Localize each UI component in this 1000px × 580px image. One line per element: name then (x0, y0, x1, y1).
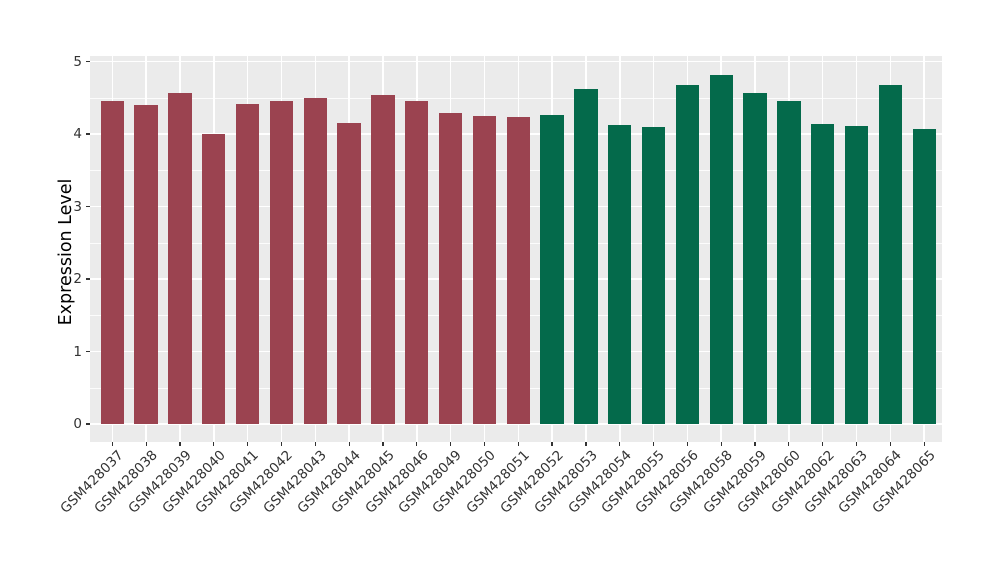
x-tick (179, 442, 181, 446)
x-tick (483, 442, 486, 446)
y-tick (86, 60, 90, 63)
x-tick (314, 442, 316, 446)
x-tick (585, 442, 587, 446)
y-tick-label: 4 (73, 126, 82, 142)
x-tick (822, 442, 824, 446)
bar (844, 126, 869, 424)
x-tick (382, 442, 384, 446)
plot-panel (90, 56, 942, 442)
h-gridline-major (90, 60, 942, 63)
y-tick-label: 5 (73, 53, 82, 70)
bar (675, 85, 700, 424)
x-tick (788, 442, 790, 446)
bar (641, 127, 666, 424)
x-tick (652, 442, 655, 446)
x-tick (450, 442, 452, 446)
x-tick (145, 442, 147, 446)
bar (472, 115, 497, 424)
bar (709, 74, 733, 424)
x-tick (923, 442, 925, 446)
bar (100, 100, 124, 424)
bar (811, 123, 835, 424)
x-tick (889, 442, 891, 446)
x-tick (855, 442, 858, 446)
bar (202, 134, 226, 424)
bar (168, 93, 192, 424)
bar (743, 92, 767, 424)
y-tick-label: 1 (73, 343, 82, 360)
h-gridline-minor (90, 97, 942, 99)
bar (777, 101, 801, 424)
y-tick (86, 423, 90, 425)
bar (337, 123, 361, 424)
y-tick-label: 2 (73, 271, 82, 287)
bar (438, 112, 463, 424)
x-tick (111, 442, 113, 446)
x-tick (416, 442, 418, 446)
y-tick (86, 278, 90, 280)
bar (912, 128, 936, 424)
y-tick-label: 3 (73, 198, 82, 215)
x-tick (754, 442, 756, 446)
bar (371, 94, 395, 424)
bar (405, 100, 429, 424)
bar (134, 105, 158, 424)
bar (269, 101, 294, 424)
x-tick (247, 442, 249, 446)
x-tick (280, 442, 283, 446)
x-tick (720, 442, 722, 446)
bar (506, 116, 530, 424)
bar (574, 89, 598, 424)
h-gridline-major (90, 423, 942, 425)
bar (235, 104, 260, 424)
x-tick (213, 442, 215, 446)
x-tick (517, 442, 519, 446)
x-tick (686, 442, 688, 446)
y-tick (86, 350, 90, 353)
bar (878, 85, 903, 424)
x-tick (619, 442, 621, 446)
y-tick (86, 205, 90, 208)
y-tick-label: 0 (73, 416, 82, 432)
x-tick (551, 442, 553, 446)
bar (540, 115, 564, 424)
x-tick (348, 442, 350, 446)
bar (608, 125, 632, 424)
y-tick (86, 133, 90, 135)
bar (303, 97, 327, 424)
